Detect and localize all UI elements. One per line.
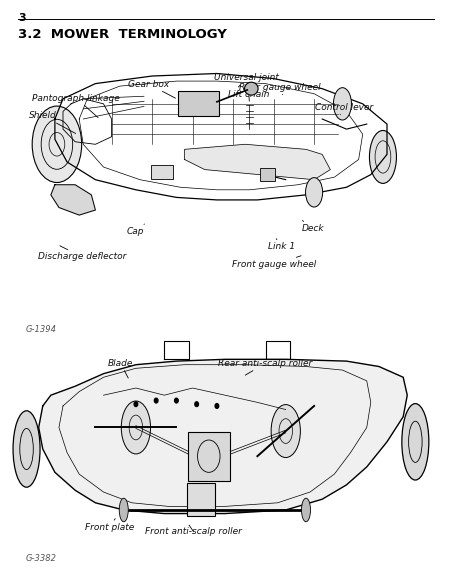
- Text: G-1394: G-1394: [26, 325, 57, 334]
- Polygon shape: [51, 185, 95, 215]
- Ellipse shape: [302, 498, 310, 522]
- Circle shape: [195, 402, 198, 406]
- FancyBboxPatch shape: [260, 168, 275, 181]
- Ellipse shape: [402, 403, 429, 480]
- Ellipse shape: [369, 131, 396, 183]
- FancyBboxPatch shape: [187, 483, 215, 516]
- Text: Deck: Deck: [302, 220, 324, 233]
- Text: Front plate: Front plate: [85, 519, 134, 532]
- Text: Rear anti-scalp roller: Rear anti-scalp roller: [218, 359, 313, 375]
- Circle shape: [215, 403, 219, 408]
- Ellipse shape: [245, 82, 258, 95]
- Text: Link 1: Link 1: [268, 239, 295, 252]
- FancyBboxPatch shape: [151, 165, 173, 179]
- Ellipse shape: [271, 405, 301, 457]
- Circle shape: [134, 402, 138, 406]
- Polygon shape: [184, 144, 330, 180]
- Text: 3.2  MOWER  TERMINOLOGY: 3.2 MOWER TERMINOLOGY: [18, 28, 227, 41]
- Ellipse shape: [13, 411, 40, 487]
- Text: Gear box: Gear box: [128, 79, 176, 98]
- Ellipse shape: [119, 498, 128, 522]
- Ellipse shape: [32, 106, 82, 182]
- Text: Pantograph linkage: Pantograph linkage: [32, 93, 120, 118]
- Text: Rear gauge wheel: Rear gauge wheel: [239, 82, 321, 95]
- Text: G-3382: G-3382: [26, 554, 57, 563]
- Text: Discharge deflector: Discharge deflector: [38, 246, 126, 262]
- Polygon shape: [39, 359, 407, 513]
- Text: Front gauge wheel: Front gauge wheel: [232, 256, 317, 269]
- FancyBboxPatch shape: [178, 92, 219, 116]
- Ellipse shape: [333, 88, 351, 120]
- Ellipse shape: [306, 178, 323, 207]
- Text: Universal joint: Universal joint: [214, 73, 279, 87]
- Text: Control lever: Control lever: [315, 102, 373, 115]
- Text: Lift chain: Lift chain: [228, 89, 270, 101]
- Text: Cap: Cap: [126, 224, 144, 236]
- Text: Blade: Blade: [108, 359, 133, 378]
- Text: Front anti-scalp roller: Front anti-scalp roller: [145, 525, 242, 536]
- Text: 3: 3: [18, 13, 26, 23]
- Circle shape: [175, 398, 178, 403]
- Ellipse shape: [121, 401, 150, 454]
- Circle shape: [154, 398, 158, 403]
- Text: Shield: Shield: [29, 111, 76, 133]
- FancyBboxPatch shape: [188, 432, 230, 481]
